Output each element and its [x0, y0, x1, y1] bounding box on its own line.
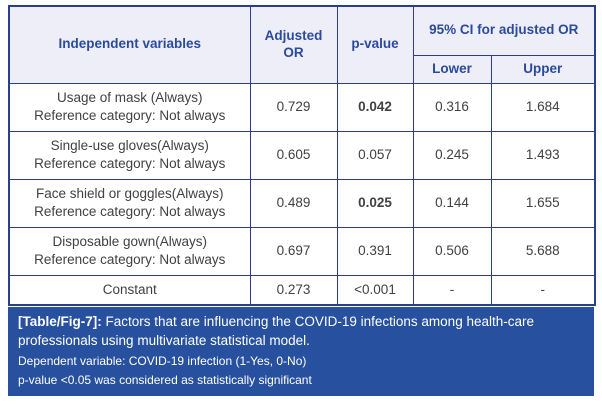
caption-text: Factors that are influencing the COVID-1… — [18, 314, 534, 348]
cell-ci-upper: 1.493 — [490, 130, 596, 180]
variable-name: Face shield or goggles(Always) — [35, 186, 224, 202]
cell-ci-lower: 0.245 — [412, 130, 492, 180]
table-row: Constant 0.273 <0.001 - - — [8, 274, 596, 306]
col-header-95ci: 95% CI for adjusted OR — [412, 5, 596, 56]
cell-adjusted-or: 0.729 — [249, 82, 338, 132]
cell-ci-lower: 0.316 — [412, 82, 492, 132]
variable-reference: Reference category: Not always — [34, 204, 226, 219]
variable-reference: Reference category: Not always — [34, 252, 226, 267]
cell-ci-lower: 0.506 — [412, 226, 492, 276]
col-header-p-value-label: p-value — [351, 36, 399, 52]
cell-variable: Disposable gown(Always) Reference catego… — [8, 226, 251, 276]
caption-main: [Table/Fig-7]: Factors that are influenc… — [18, 313, 584, 350]
cell-ci-upper: 5.688 — [490, 226, 596, 276]
variable-reference: Reference category: Not always — [34, 156, 226, 171]
cell-adjusted-or: 0.697 — [249, 226, 338, 276]
col-header-adjusted-or-label: Adjusted OR — [264, 27, 323, 60]
caption-note-dependent-variable: Dependent variable: COVID-19 infection (… — [18, 354, 307, 369]
caption-note-pvalue-significance: p-value <0.05 was considered as statisti… — [18, 373, 312, 388]
col-header-independent-variables: Independent variables — [8, 5, 251, 84]
cell-ci-upper: - — [490, 274, 596, 306]
col-header-independent-variables-label: Independent variables — [58, 36, 202, 52]
cell-p-value: 0.025 — [336, 178, 414, 228]
variable-name: Single-use gloves(Always) — [50, 138, 209, 154]
caption-label: [Table/Fig-7]: — [18, 314, 102, 329]
table-row: Disposable gown(Always) Reference catego… — [8, 226, 596, 276]
cell-p-value: <0.001 — [336, 274, 414, 306]
cell-adjusted-or: 0.489 — [249, 178, 338, 228]
col-header-upper-label: Upper — [523, 60, 563, 76]
variable-reference: Reference category: Not always — [34, 108, 226, 123]
col-header-95ci-label: 95% CI for adjusted OR — [429, 22, 579, 38]
cell-p-value: 0.042 — [336, 82, 414, 132]
table-row: Usage of mask (Always) Reference categor… — [8, 82, 596, 132]
cell-ci-upper: 1.684 — [490, 82, 596, 132]
cell-ci-lower: 0.144 — [412, 178, 492, 228]
variable-name: Disposable gown(Always) — [52, 234, 208, 250]
cell-variable: Face shield or goggles(Always) Reference… — [8, 178, 251, 228]
col-header-p-value: p-value — [336, 5, 414, 84]
variable-name: Constant — [102, 281, 157, 297]
table-caption: [Table/Fig-7]: Factors that are influenc… — [8, 307, 594, 396]
col-header-lower: Lower — [412, 54, 492, 84]
table-row: Single-use gloves(Always) Reference cate… — [8, 130, 596, 180]
cell-variable: Constant — [8, 274, 251, 306]
cell-p-value: 0.057 — [336, 130, 414, 180]
col-header-lower-label: Lower — [432, 60, 472, 76]
cell-ci-lower: - — [412, 274, 492, 306]
cell-variable: Usage of mask (Always) Reference categor… — [8, 82, 251, 132]
cell-ci-upper: 1.655 — [490, 178, 596, 228]
table-row: Face shield or goggles(Always) Reference… — [8, 178, 596, 228]
results-table: Independent variables Adjusted OR p-valu… — [8, 5, 596, 306]
col-header-adjusted-or: Adjusted OR — [249, 5, 338, 84]
col-header-upper: Upper — [490, 54, 596, 84]
cell-variable: Single-use gloves(Always) Reference cate… — [8, 130, 251, 180]
cell-p-value: 0.391 — [336, 226, 414, 276]
cell-adjusted-or: 0.273 — [249, 274, 338, 306]
cell-adjusted-or: 0.605 — [249, 130, 338, 180]
variable-name: Usage of mask (Always) — [56, 90, 203, 106]
